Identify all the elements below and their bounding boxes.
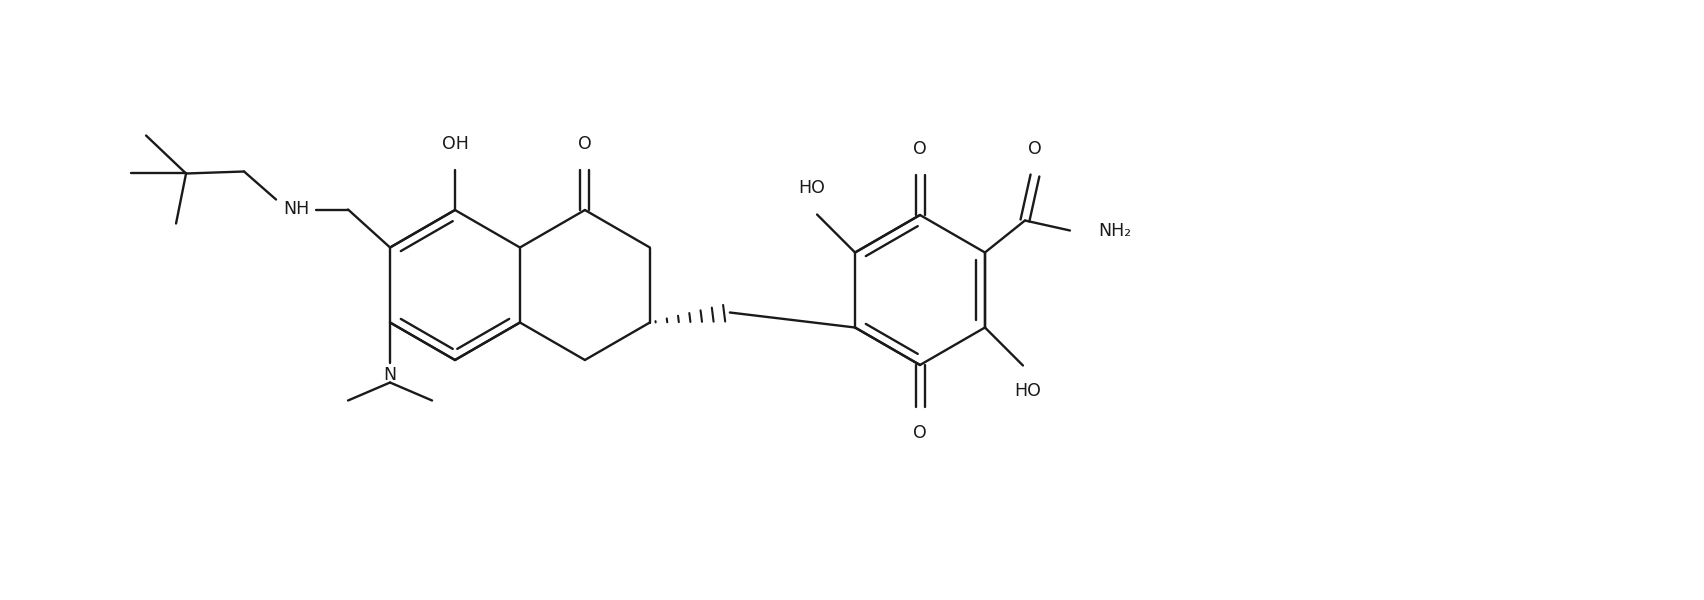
Text: O: O [1028, 140, 1041, 158]
Text: NH₂: NH₂ [1097, 221, 1131, 239]
Text: NH: NH [283, 200, 308, 218]
Text: HO: HO [799, 179, 825, 197]
Text: O: O [913, 140, 927, 158]
Text: O: O [578, 135, 591, 153]
Text: O: O [913, 424, 927, 442]
Text: HO: HO [1014, 383, 1041, 401]
Text: N: N [383, 367, 397, 385]
Text: OH: OH [441, 135, 469, 153]
